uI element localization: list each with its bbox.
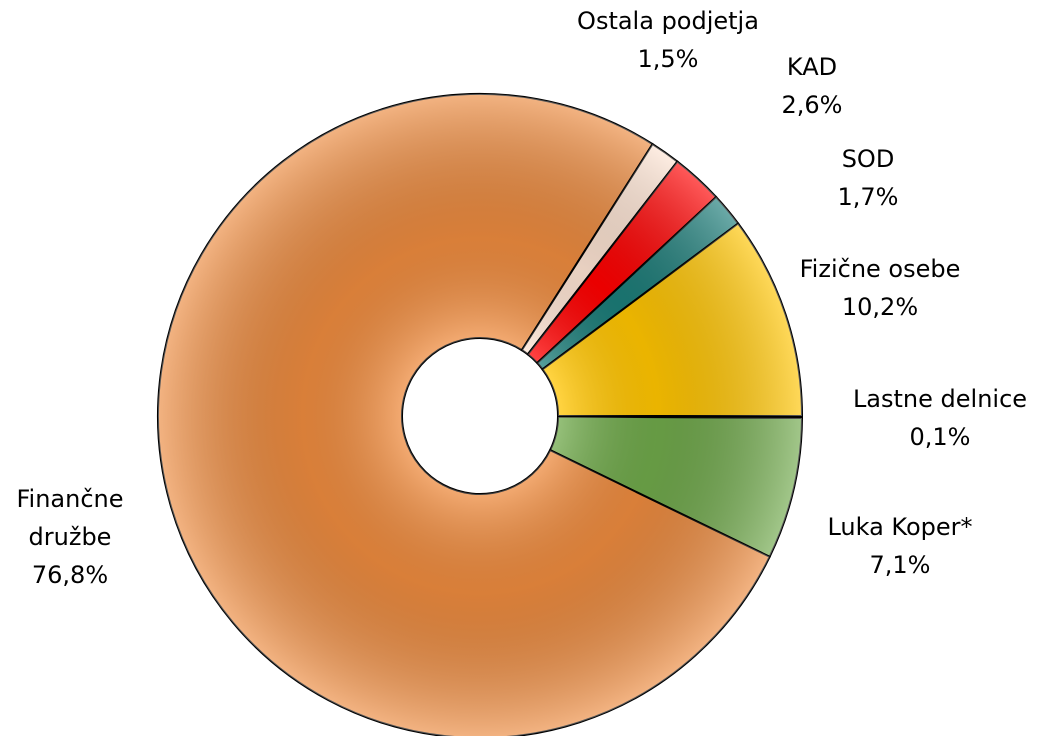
slice-shade [521,144,678,355]
category-label: Lastne delnice [852,385,1028,413]
value-label: 76,8% [31,561,109,589]
slice-shade [158,94,770,736]
slice-label: KAD 2,6% [732,48,892,124]
category-label: SOD [841,145,895,173]
category-label: KAD [786,53,838,81]
slice-label: Fizične osebe 10,2% [770,250,990,326]
value-label: 2,6% [781,91,843,119]
value-label: 10,2% [841,293,919,321]
slice-label: Lastne delnice 0,1% [810,380,1044,456]
category-label: Fizične osebe [799,255,961,283]
slice-label: Luka Koper* 7,1% [790,508,1010,584]
value-label: 0,1% [909,423,971,451]
slice-label: Ostala podjetja 1,5% [538,2,798,78]
category-label: Luka Koper* [827,513,973,541]
value-label: 1,5% [637,45,699,73]
value-label: 7,1% [869,551,931,579]
slice-shade [542,223,802,416]
slice-label: Finančne družbe 76,8% [5,480,135,594]
slice-label: SOD 1,7% [788,140,948,216]
slice-shade [550,416,802,557]
category-label: Ostala podjetja [577,7,759,35]
value-label: 1,7% [837,183,899,211]
slice-shade [537,197,739,370]
category-label: Finančne družbe [16,485,124,551]
slice-shade [527,161,717,363]
